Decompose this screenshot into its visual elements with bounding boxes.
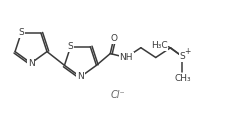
Text: O: O	[111, 34, 118, 43]
Text: S: S	[68, 42, 73, 51]
Text: S: S	[179, 52, 185, 61]
Text: N: N	[77, 72, 84, 81]
Text: Cl⁻: Cl⁻	[111, 90, 125, 100]
Text: +: +	[184, 47, 190, 56]
Text: N: N	[28, 59, 34, 68]
Text: CH₃: CH₃	[174, 74, 191, 83]
Text: NH: NH	[119, 53, 133, 62]
Text: S: S	[18, 28, 24, 38]
Text: H₃C: H₃C	[151, 41, 168, 50]
